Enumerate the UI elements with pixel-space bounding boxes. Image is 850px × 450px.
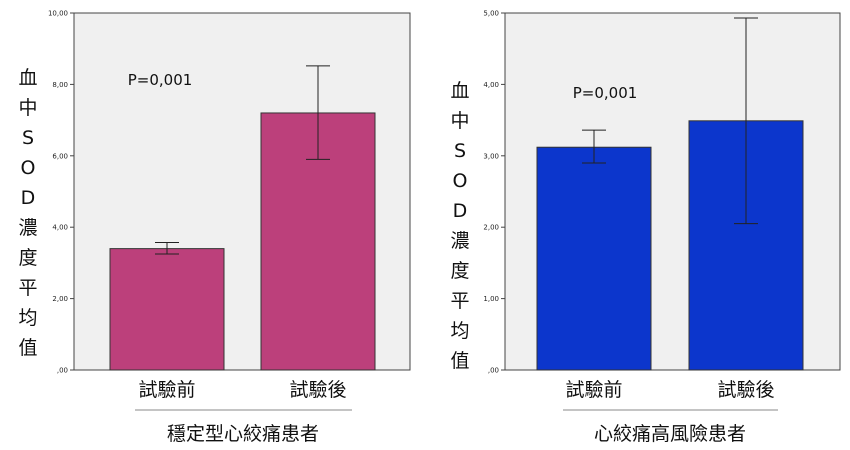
category-label: 試驗後 — [717, 379, 774, 401]
y-tick-label: 10,00 — [48, 10, 68, 18]
y-axis-label: 血中 S O D 濃度平均值 — [450, 80, 469, 372]
y-axis-label: 血中 S O D 濃度平均值 — [18, 67, 37, 359]
p-value-annotation: P=0,001 — [573, 84, 638, 102]
y-tick-label: 4,00 — [52, 224, 68, 232]
bar — [109, 248, 225, 371]
y-tick-label: ,00 — [57, 367, 68, 375]
y-tick-label: 6,00 — [52, 152, 68, 160]
category-label: 試驗前 — [138, 379, 195, 401]
bar — [536, 146, 652, 371]
x-axis-label: 穩定型心絞痛患者 — [167, 423, 319, 445]
p-value-annotation: P=0,001 — [128, 71, 193, 89]
category-label: 試驗後 — [289, 379, 346, 401]
x-axis-label: 心絞痛高風險患者 — [594, 423, 746, 445]
y-tick-label: 4,00 — [483, 81, 499, 89]
y-tick-label: 2,00 — [52, 295, 68, 303]
y-tick-label: 8,00 — [52, 81, 68, 89]
y-tick-label: 1,00 — [483, 295, 499, 303]
y-tick-label: ,00 — [488, 367, 499, 375]
category-label: 試驗前 — [565, 379, 622, 401]
y-tick-label: 5,00 — [483, 10, 499, 18]
y-tick-label: 3,00 — [483, 152, 499, 160]
y-tick-label: 2,00 — [483, 224, 499, 232]
